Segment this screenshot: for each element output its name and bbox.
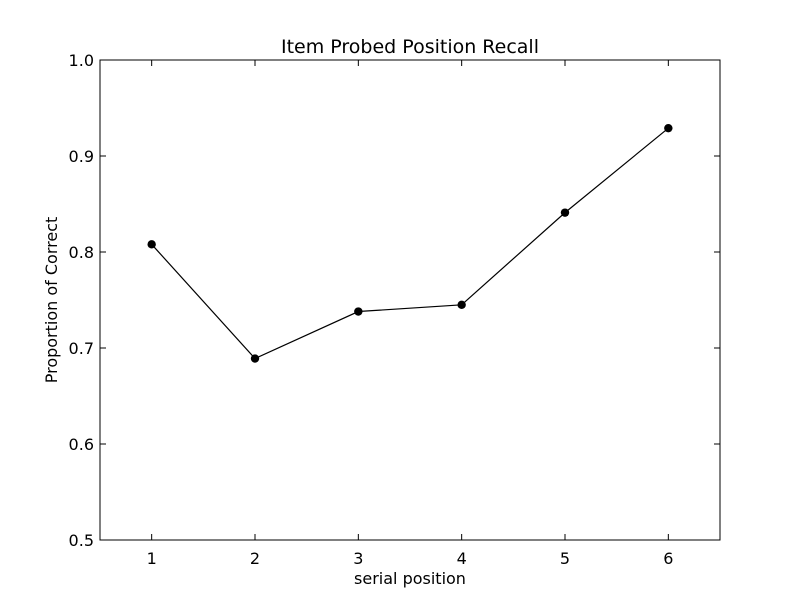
- x-tick-label: 6: [663, 549, 673, 568]
- y-axis-ticks: 0.5 0.6 0.7 0.8 0.9 1.0: [69, 51, 720, 550]
- y-tick-label: 0.9: [69, 147, 94, 166]
- data-point: [354, 307, 363, 316]
- series-line: [151, 127, 669, 360]
- x-tick-label: 4: [457, 549, 467, 568]
- y-tick-label: 0.6: [69, 435, 94, 454]
- series-layer: [147, 123, 673, 363]
- x-axis-ticks: 1 2 3 4 5 6: [147, 60, 673, 568]
- y-tick-label: 0.7: [69, 339, 94, 358]
- y-tick-label: 0.8: [69, 243, 94, 262]
- data-point: [250, 354, 260, 363]
- data-point: [664, 123, 673, 133]
- y-tick-label: 0.5: [69, 531, 94, 550]
- x-tick-label: 2: [250, 549, 260, 568]
- data-point: [147, 240, 156, 249]
- data-point: [560, 208, 570, 217]
- plot-area-frame: [99, 59, 721, 541]
- x-tick-label: 3: [353, 549, 363, 568]
- y-tick-label: 1.0: [69, 51, 94, 70]
- y-axis-label: Proportion of Correct: [42, 217, 61, 384]
- data-point: [457, 300, 466, 309]
- x-axis-label: serial position: [354, 569, 466, 588]
- x-tick-label: 1: [147, 549, 157, 568]
- x-tick-label: 5: [560, 549, 570, 568]
- chart-title: Item Probed Position Recall: [281, 36, 539, 58]
